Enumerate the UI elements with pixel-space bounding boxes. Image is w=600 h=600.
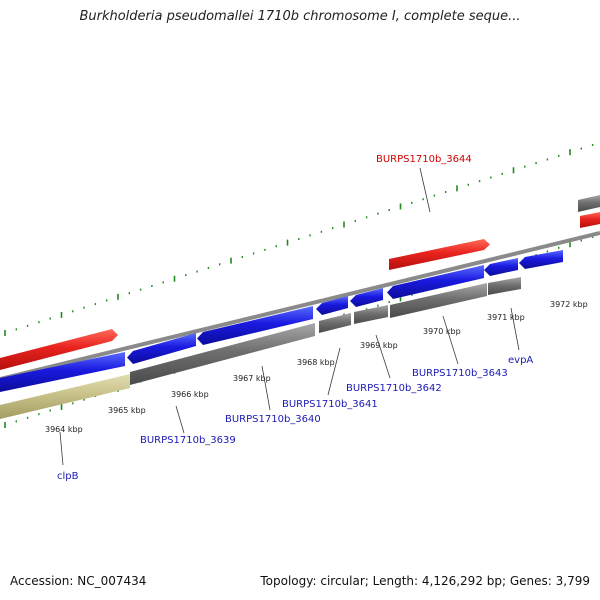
tick-label: 3968 kbp	[297, 358, 335, 367]
reverse-gene-feature[interactable]	[354, 305, 388, 324]
reverse-cds-feature[interactable]	[316, 296, 348, 315]
reverse-cds-feature[interactable]	[0, 352, 125, 392]
gene-label[interactable]: BURPS1710b_3640	[225, 414, 321, 425]
tick-label: 3972 kbp	[550, 300, 588, 309]
tick-label: 3971 kbp	[487, 313, 525, 322]
forward-gene-feature[interactable]	[578, 195, 600, 212]
reverse-gene-feature[interactable]	[390, 283, 487, 318]
label-leader-line	[261, 365, 271, 411]
forward-cds-feature[interactable]	[0, 329, 118, 370]
gene-label[interactable]: evpA	[508, 355, 533, 366]
reverse-gene-feature[interactable]	[319, 313, 351, 333]
reverse-cds-feature[interactable]	[387, 265, 484, 299]
tick-label: 3965 kbp	[108, 406, 146, 415]
gene-label[interactable]: clpB	[57, 471, 79, 482]
reverse-cds-feature[interactable]	[484, 258, 518, 276]
gene-label[interactable]: BURPS1710b_3641	[282, 399, 378, 410]
label-leader-line	[175, 405, 185, 434]
tick-label: 3966 kbp	[171, 390, 209, 399]
reverse-cds-feature[interactable]	[350, 288, 383, 307]
forward-cds-feature[interactable]	[389, 239, 490, 270]
tick-label: 3969 kbp	[360, 341, 398, 350]
map-title: Burkholderia pseudomallei 1710b chromoso…	[79, 9, 521, 24]
tick-label: 3970 kbp	[423, 327, 461, 336]
label-leader-line	[510, 307, 520, 351]
gene-label[interactable]: BURPS1710b_3644	[376, 154, 472, 165]
label-leader-line	[375, 334, 391, 379]
genome-stats-text: Topology: circular; Length: 4,126,292 bp…	[260, 574, 590, 588]
reverse-cds-feature[interactable]	[127, 333, 196, 364]
reverse-cds-feature[interactable]	[197, 306, 313, 345]
gene-label[interactable]: BURPS1710b_3639	[140, 435, 236, 446]
gene-label[interactable]: BURPS1710b_3643	[412, 368, 508, 379]
tick-label: 3967 kbp	[233, 374, 271, 383]
reverse-gene-feature[interactable]	[130, 323, 315, 385]
backbone-line	[0, 231, 600, 381]
forward-cds-feature[interactable]	[580, 212, 600, 228]
gene-label[interactable]: BURPS1710b_3642	[346, 383, 442, 394]
other-feature[interactable]	[0, 374, 130, 419]
tick-label: 3964 kbp	[45, 425, 83, 434]
label-leader-line	[442, 315, 459, 365]
reverse-cds-feature[interactable]	[519, 250, 563, 269]
label-leader-line	[419, 167, 431, 213]
label-leader-line	[327, 347, 341, 396]
reverse-gene-feature[interactable]	[488, 277, 521, 295]
outer-tick-row	[4, 143, 594, 336]
accession-text: Accession: NC_007434	[10, 574, 147, 588]
label-leader-line	[59, 431, 64, 466]
